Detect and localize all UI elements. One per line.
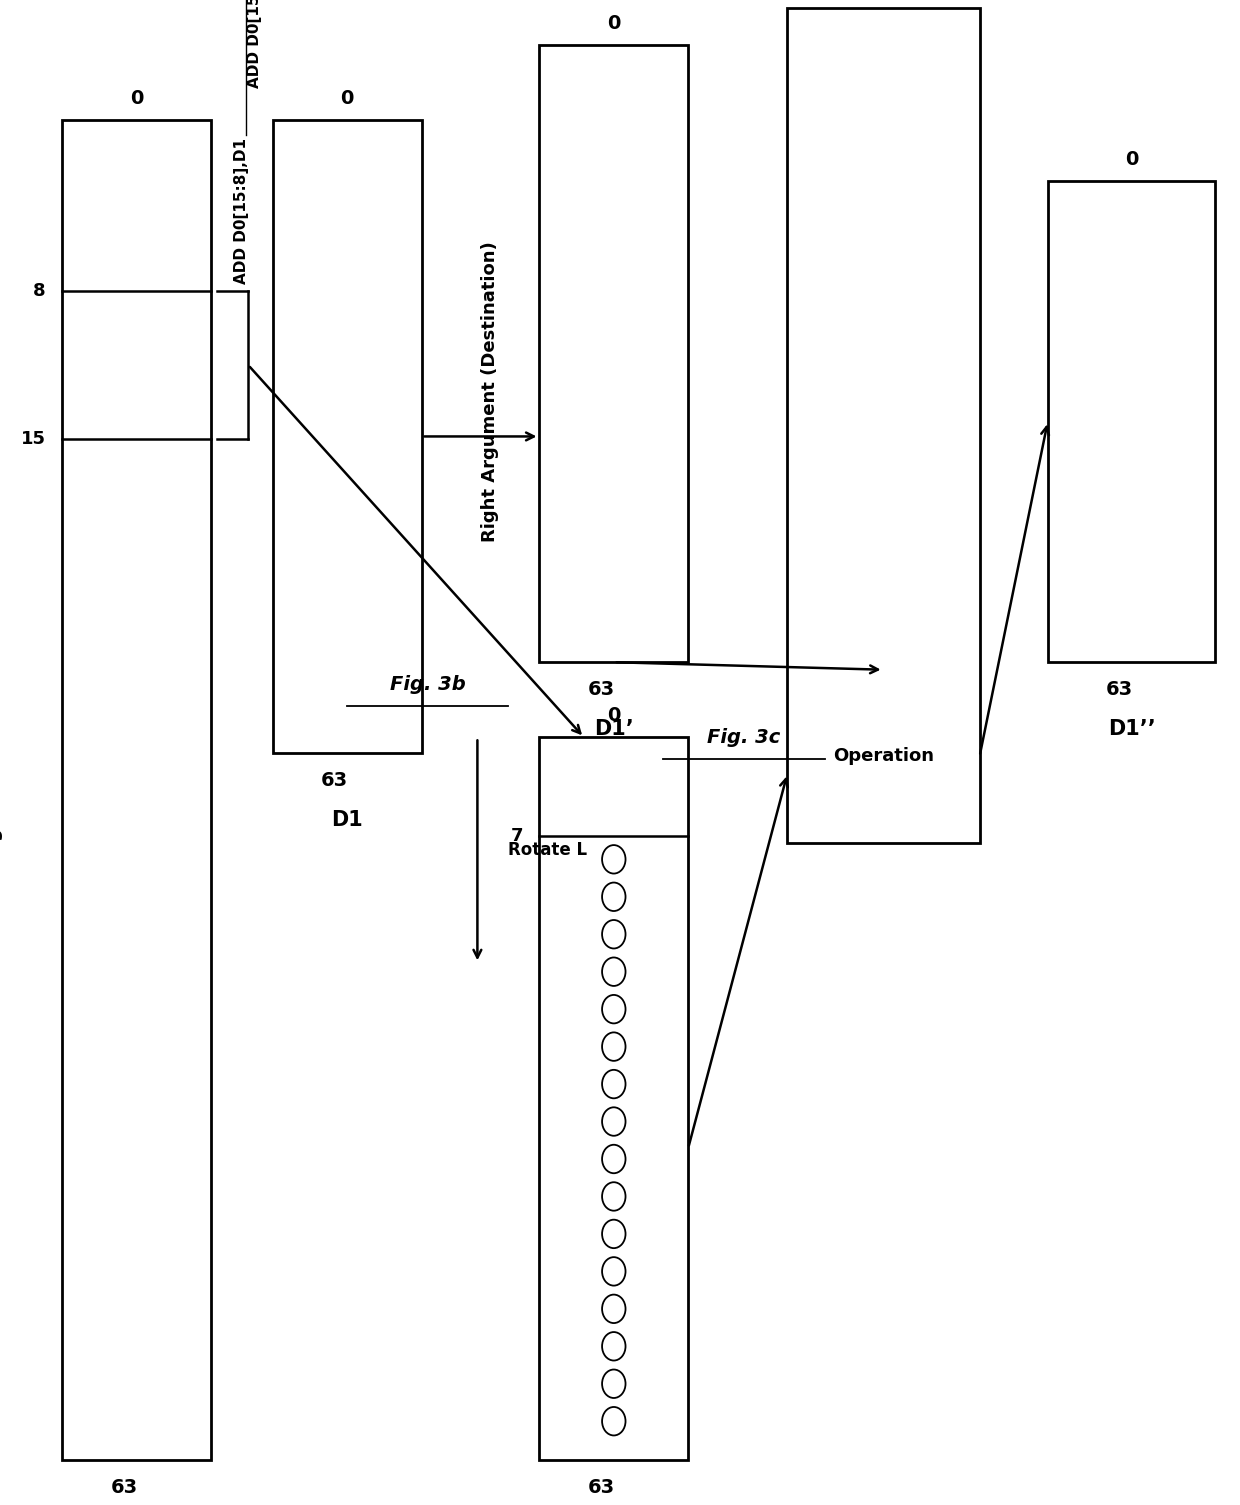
Text: 63: 63	[588, 1478, 615, 1497]
Bar	[273, 120, 422, 752]
Text: 15: 15	[21, 430, 46, 448]
Text: 63: 63	[110, 1478, 138, 1497]
Text: 0: 0	[1125, 149, 1138, 169]
Text: 7: 7	[511, 828, 523, 846]
Text: 63: 63	[1106, 680, 1132, 700]
Bar	[62, 120, 211, 1460]
Text: Fig. 3c: Fig. 3c	[707, 728, 781, 746]
Text: Left Argument (Source): Left Argument (Source)	[0, 670, 2, 911]
Bar	[539, 737, 688, 1460]
Text: D1’’: D1’’	[1107, 719, 1156, 739]
Text: 0: 0	[608, 706, 620, 725]
Text: 63: 63	[321, 771, 348, 790]
Bar	[1048, 181, 1215, 662]
Text: Fig. 3b: Fig. 3b	[389, 676, 466, 694]
Text: 0: 0	[130, 89, 143, 108]
Text: Operation: Operation	[833, 748, 934, 765]
Text: 0: 0	[608, 14, 620, 33]
Text: 63: 63	[588, 680, 615, 700]
Text: Right Argument (Destination): Right Argument (Destination)	[481, 241, 498, 542]
Text: ADD D0[15:8],D1: ADD D0[15:8],D1	[234, 137, 249, 284]
Bar	[539, 45, 688, 662]
Text: 8: 8	[33, 281, 46, 299]
Text: D1’: D1’	[594, 719, 634, 739]
Text: D1: D1	[331, 810, 363, 829]
Text: Rotate L: Rotate L	[508, 841, 588, 859]
Bar	[787, 8, 980, 843]
Text: ADD D0[15:8],D1: ADD D0[15:8],D1	[247, 0, 262, 89]
Text: 0: 0	[341, 89, 353, 108]
